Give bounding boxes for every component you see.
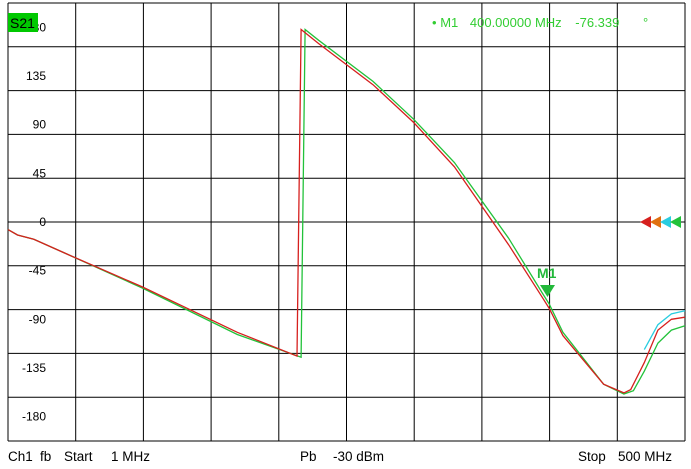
marker-flag-label: M1 bbox=[537, 265, 557, 281]
trace-label-badge[interactable] bbox=[8, 13, 38, 32]
status-channel: Ch1 bbox=[8, 449, 33, 464]
status-stop-label: Stop bbox=[578, 449, 606, 464]
trace-line bbox=[7, 28, 686, 394]
marker-unit: ° bbox=[643, 15, 648, 30]
status-bar: Ch1 fb Start 1 MHz Pb -30 dBm Stop 500 M… bbox=[8, 449, 672, 464]
y-tick-label: 45 bbox=[33, 166, 47, 180]
y-tick-label: 90 bbox=[33, 118, 47, 132]
status-mode: fb bbox=[40, 449, 51, 464]
status-start-value: 1 MHz bbox=[111, 449, 150, 464]
y-tick-label: 135 bbox=[26, 69, 46, 83]
ref-arrow-red-icon bbox=[640, 216, 651, 228]
marker-bullet: • bbox=[432, 15, 437, 30]
marker-triangle-icon bbox=[540, 285, 555, 297]
marker-name: M1 bbox=[440, 15, 458, 30]
trace-line bbox=[7, 28, 686, 395]
status-power-label: Pb bbox=[300, 449, 317, 464]
y-tick-label: -90 bbox=[29, 312, 47, 326]
plot-grid bbox=[7, 2, 686, 442]
ref-arrow-cyan-icon bbox=[660, 216, 671, 228]
trace-lines bbox=[7, 28, 686, 395]
y-tick-label: 0 bbox=[39, 215, 46, 229]
marker-readout: • M1 400.00000 MHz -76.339 ° bbox=[432, 15, 648, 30]
trace-line bbox=[643, 310, 686, 350]
status-stop-value: 500 MHz bbox=[618, 449, 672, 464]
marker-m1[interactable]: M1 bbox=[537, 265, 557, 297]
status-start-label: Start bbox=[64, 449, 93, 464]
trace-label-text: S21 bbox=[10, 15, 35, 31]
marker-value: -76.339 bbox=[575, 15, 619, 30]
y-tick-label: -45 bbox=[29, 264, 47, 278]
status-power-value: -30 dBm bbox=[333, 449, 384, 464]
ref-arrow-green-icon bbox=[670, 216, 681, 228]
y-tick-label: -180 bbox=[22, 410, 46, 424]
ref-arrow-orange-icon bbox=[650, 216, 661, 228]
marker-frequency: 400.00000 MHz bbox=[470, 15, 562, 30]
y-tick-label: -135 bbox=[22, 361, 46, 375]
reference-level-arrows[interactable] bbox=[640, 216, 681, 228]
